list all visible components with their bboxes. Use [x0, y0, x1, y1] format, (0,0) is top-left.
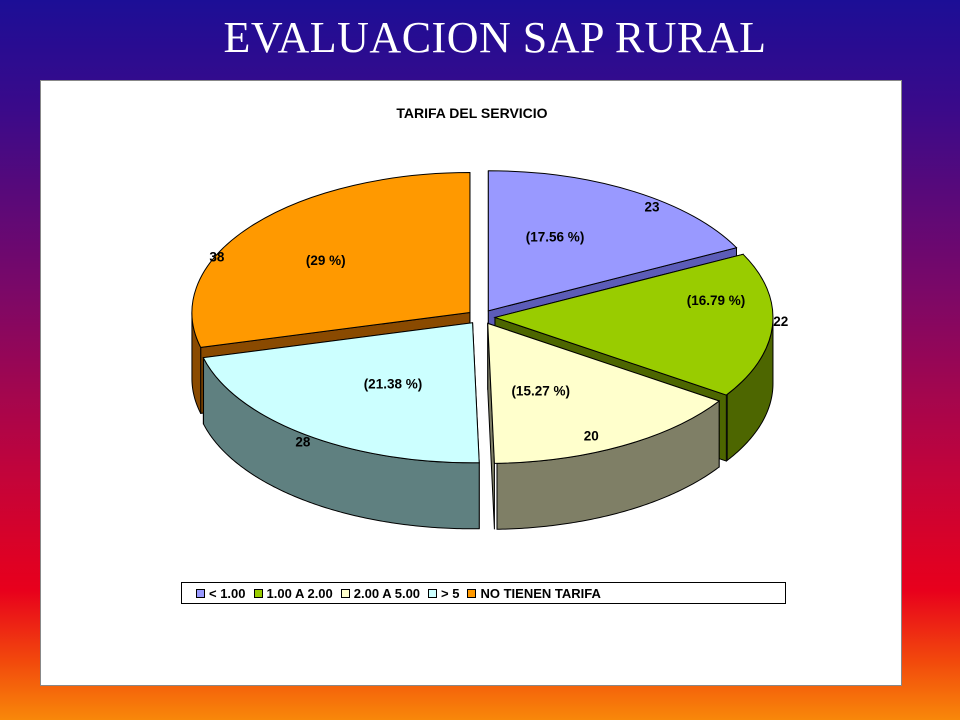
- legend-label-0: < 1.00: [209, 585, 246, 601]
- legend-label-4: NO TIENEN TARIFA: [480, 585, 601, 601]
- pie-slice-top-2: [487, 322, 721, 464]
- chart-legend: < 1.00 1.00 A 2.00 2.00 A 5.00 > 5 NO TIENEN…: [181, 582, 786, 604]
- legend-label-3: > 5: [441, 585, 460, 601]
- legend-label-2: 2.00 A 5.00: [353, 585, 421, 601]
- pie-slice-top-1: [493, 253, 774, 396]
- pie-slice-3: [202, 322, 480, 530]
- pie-value-label-3: 28: [295, 435, 311, 450]
- legend-item-1: 1.00 A 2.00: [253, 585, 333, 601]
- pie-percent-label-0: (17.56 %): [526, 230, 585, 245]
- pie-slice-top-0: [487, 170, 738, 312]
- pie-value-label-4: 38: [209, 250, 225, 265]
- pie-chart: 23 (17.56 %) 22 (16.79 %) 20 (15.27 %) 28 (21.3…: [191, 170, 788, 530]
- legend-swatch-3: [428, 588, 438, 598]
- pie-value-label-2: 20: [584, 428, 599, 443]
- legend-swatch-1: [253, 588, 263, 598]
- legend-swatch-0: [196, 588, 205, 598]
- legend-swatch-2: [340, 588, 350, 598]
- pie-percent-label-1: (16.79 %): [687, 293, 746, 308]
- pie-percent-label-4: (29 %): [306, 253, 346, 268]
- legend-swatch-4: [467, 588, 477, 598]
- legend-item-2: 2.00 A 5.00: [340, 585, 421, 601]
- slide-title: EVALUACION SAP RURAL: [223, 13, 767, 62]
- pie-percent-label-2: (15.27 %): [511, 384, 570, 399]
- legend-item-3: > 5: [428, 586, 459, 601]
- legend-label-1: 1.00 A 2.00: [266, 585, 333, 601]
- pie-slice-top-4: [191, 172, 471, 348]
- pie-percent-label-3: (21.38 %): [364, 377, 423, 392]
- pie-value-label-0: 23: [645, 199, 661, 214]
- legend-item-4: NO TIENEN TARIFA: [467, 585, 601, 601]
- pie-slice-2: [487, 322, 721, 530]
- chart-panel: 23 (17.56 %) 22 (16.79 %) 20 (15.27 %) 28 (21.3…: [40, 80, 902, 686]
- chart-title: TARIFA DEL SERVICIO: [396, 105, 548, 121]
- legend-item-0: < 1.00: [196, 586, 246, 601]
- pie-slice-top-3: [202, 322, 480, 464]
- pie-value-label-1: 22: [773, 314, 788, 329]
